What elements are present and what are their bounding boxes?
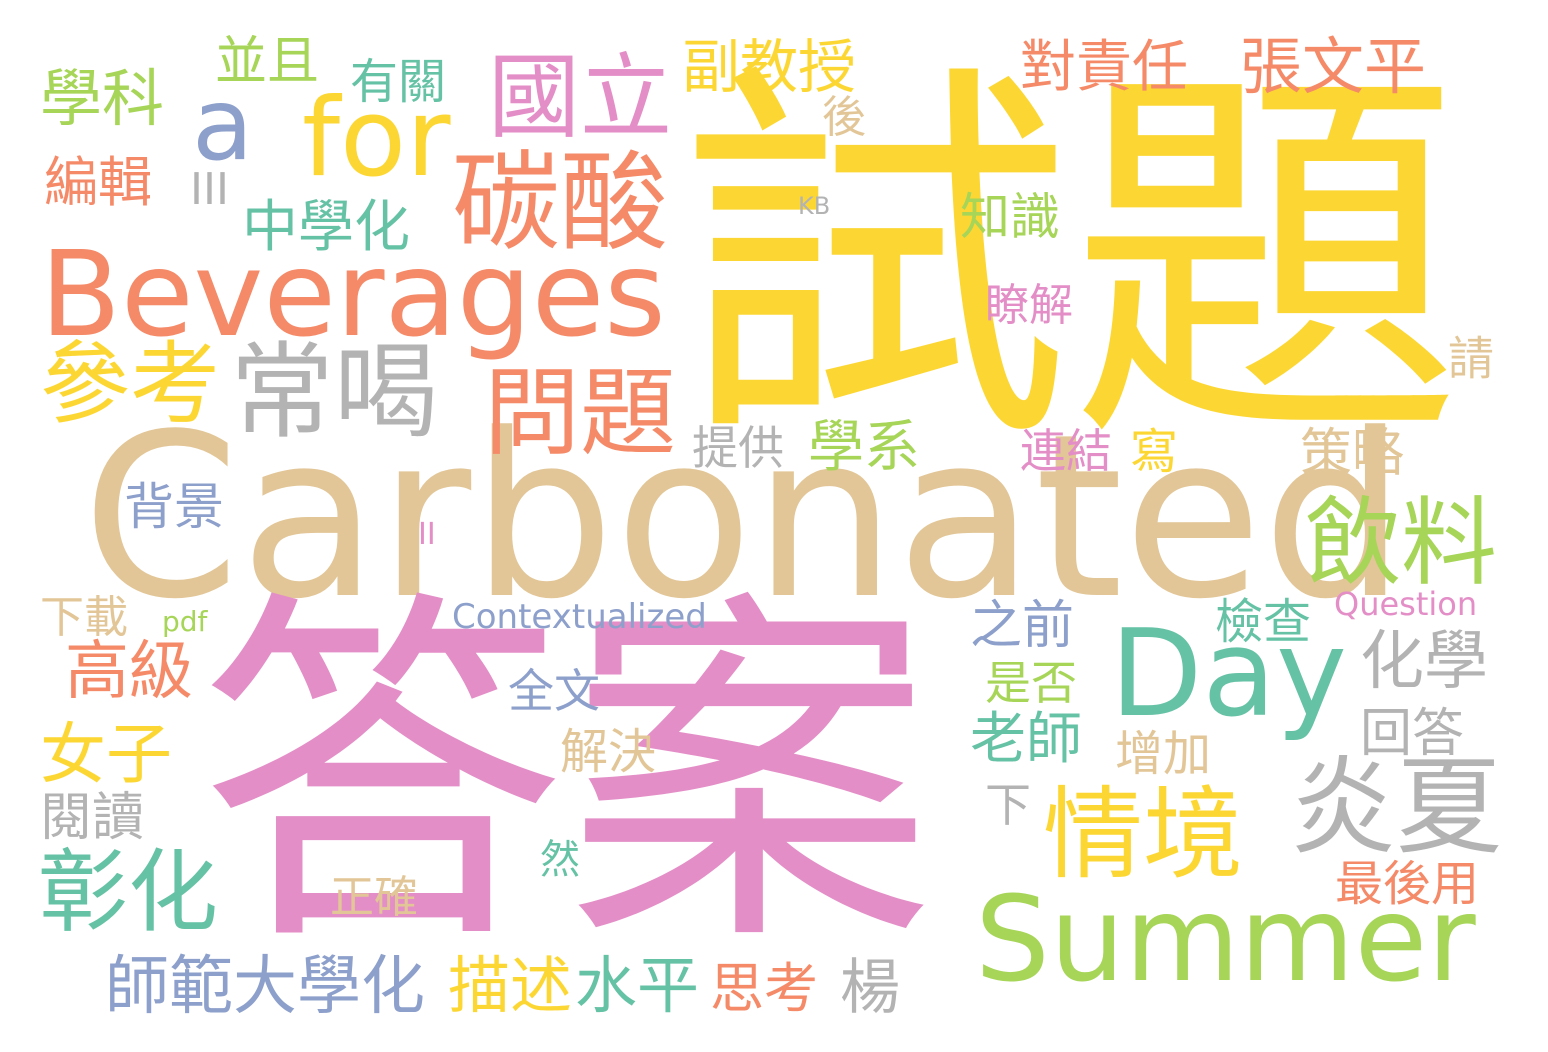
word-question: Question <box>1334 585 1478 623</box>
word-youguan: 有關 <box>350 54 447 110</box>
word-zhishi: 知識 <box>960 188 1060 246</box>
word-yang: 楊 <box>840 953 900 1023</box>
word-miaoshu: 描述 <box>448 949 573 1022</box>
word-hou: 後 <box>822 92 866 143</box>
word-guoli: 國立 <box>488 44 673 151</box>
word-changhe: 常喝 <box>230 331 439 453</box>
word-fujiaoshou: 副教授 <box>682 33 857 101</box>
word-xie: 寫 <box>1130 424 1179 480</box>
word-yuedu: 閱讀 <box>40 788 145 848</box>
word-jiejue: 解決 <box>560 724 657 780</box>
word-for: for <box>302 76 451 201</box>
word-jiancha: 檢查 <box>1215 594 1312 650</box>
word-bianji: 編輯 <box>44 151 152 214</box>
word-yinliao: 飲料 <box>1305 487 1497 599</box>
word-shifou: 是否 <box>985 656 1077 710</box>
word-ii: II <box>418 517 436 552</box>
word-beijing: 背景 <box>124 478 224 536</box>
word-daan: 答案 <box>198 561 934 990</box>
word-zhangwenping: 張文平 <box>1240 30 1427 103</box>
word-zhiqian: 之前 <box>970 596 1075 656</box>
word-yanxia: 炎夏 <box>1290 746 1502 869</box>
word-xiazai: 下載 <box>40 592 128 643</box>
word-a: a <box>192 66 254 183</box>
word-zengjia: 增加 <box>1115 726 1212 782</box>
word-quanwen: 全文 <box>508 664 600 718</box>
word-huaxue: 化學 <box>1360 625 1488 699</box>
word-zhengque: 正確 <box>330 872 418 923</box>
word-sikao: 思考 <box>710 957 818 1020</box>
word-ran: 然 <box>540 837 580 883</box>
word-celue: 策略 <box>1300 424 1405 484</box>
word-laoshi: 老師 <box>970 707 1082 772</box>
word-beverages: Beverages <box>40 225 666 363</box>
word-huida: 回答 <box>1360 704 1465 764</box>
word-tansuan: 碳酸 <box>452 141 669 266</box>
word-zhongxuehua: 中學化 <box>242 195 410 260</box>
word-shifandaxuehua: 師範大學化 <box>105 950 425 1024</box>
word-tigong: 提供 <box>692 421 784 475</box>
word-iii: III <box>190 164 229 215</box>
word-carbonated: Carbonated <box>82 386 1406 649</box>
word-kb: KB <box>798 192 831 220</box>
word-day: Day <box>1110 605 1347 744</box>
word-contextualized: Contextualized <box>452 597 707 637</box>
word-xueke: 學科 <box>40 62 165 135</box>
word-zhanghua: 彰化 <box>38 840 218 945</box>
word-lianjie: 連結 <box>1020 424 1112 478</box>
word-xia: 下 <box>985 778 1031 832</box>
word-summer: Summer <box>975 870 1476 1008</box>
word-shuiping: 水平 <box>575 949 700 1022</box>
word-wenti: 問題 <box>484 357 676 469</box>
word-gaoji: 高級 <box>65 635 193 709</box>
word-duizeren: 對責任 <box>1020 35 1188 100</box>
word-pdf: pdf <box>162 605 208 638</box>
word-qingjing: 情境 <box>1043 776 1243 893</box>
word-liaojie: 瞭解 <box>985 280 1073 331</box>
word-nvzi: 女子 <box>40 716 172 793</box>
word-cankao: 參考 <box>40 332 220 437</box>
word-shiti: 試題 <box>678 34 1462 490</box>
word-bingqie: 並且 <box>215 32 320 92</box>
word-zuihouyong: 最後用 <box>1335 856 1480 912</box>
word-qing: 請 <box>1441 334 1495 380</box>
word-xuexi: 學系 <box>808 415 920 480</box>
